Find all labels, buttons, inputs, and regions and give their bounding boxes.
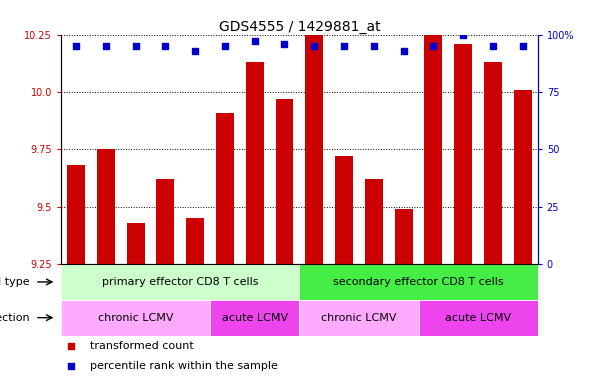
Point <box>518 43 528 49</box>
Bar <box>156 179 174 264</box>
Point <box>488 43 498 49</box>
Bar <box>276 99 293 264</box>
Bar <box>306 0 323 264</box>
Point <box>309 43 319 49</box>
Bar <box>365 179 382 264</box>
Point <box>458 31 468 38</box>
Bar <box>246 62 263 264</box>
Text: percentile rank within the sample: percentile rank within the sample <box>90 361 277 371</box>
Bar <box>514 89 532 264</box>
Point <box>190 48 200 54</box>
Point <box>66 343 76 349</box>
Text: acute LCMV: acute LCMV <box>445 313 511 323</box>
Point <box>131 43 141 49</box>
Text: infection: infection <box>0 313 30 323</box>
Point <box>220 43 230 49</box>
Bar <box>216 113 234 264</box>
Bar <box>484 62 502 264</box>
Bar <box>61 300 210 336</box>
Text: cell type: cell type <box>0 277 30 287</box>
Text: transformed count: transformed count <box>90 341 194 351</box>
Point <box>428 43 438 49</box>
Bar <box>299 264 538 300</box>
Title: GDS4555 / 1429881_at: GDS4555 / 1429881_at <box>219 20 380 33</box>
Bar <box>61 264 299 300</box>
Point <box>369 43 379 49</box>
Point <box>101 43 111 49</box>
Text: acute LCMV: acute LCMV <box>222 313 288 323</box>
Point <box>66 363 76 369</box>
Point <box>250 38 260 45</box>
Bar <box>454 44 472 264</box>
Point <box>71 43 81 49</box>
Bar <box>299 300 419 336</box>
Bar <box>395 209 412 264</box>
Bar <box>67 166 85 264</box>
Bar <box>419 300 538 336</box>
Bar <box>97 149 115 264</box>
Bar <box>126 223 144 264</box>
Bar <box>335 156 353 264</box>
Point <box>161 43 170 49</box>
Text: chronic LCMV: chronic LCMV <box>321 313 397 323</box>
Text: chronic LCMV: chronic LCMV <box>98 313 174 323</box>
Point <box>280 41 290 47</box>
Text: secondary effector CD8 T cells: secondary effector CD8 T cells <box>333 277 504 287</box>
Point <box>339 43 349 49</box>
Bar <box>425 0 442 264</box>
Text: primary effector CD8 T cells: primary effector CD8 T cells <box>102 277 258 287</box>
Bar <box>210 300 299 336</box>
Point <box>399 48 409 54</box>
Bar <box>186 218 204 264</box>
